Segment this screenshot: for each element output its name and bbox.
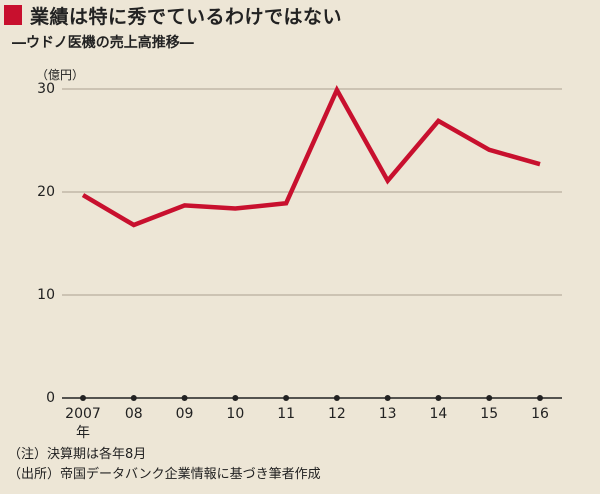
x-tick-label-09: 09 [176, 406, 194, 422]
x-tick-label-16: 16 [531, 406, 549, 422]
x-tick-dot-15 [486, 395, 493, 401]
y-tick-label-10: 10 [37, 287, 55, 303]
x-tick-dot-16 [537, 395, 543, 401]
note-fiscal-year: （注）決算期は各年8月 [8, 447, 147, 462]
x-tick-label-10: 10 [226, 406, 244, 422]
x-tick-dot-12 [333, 395, 340, 401]
x-tick-dot-11 [283, 395, 290, 401]
note-source: （出所）帝国データバンク企業情報に基づき筆者作成 [8, 467, 321, 482]
x-tick-dot-09 [181, 395, 188, 401]
x-tick-label-12: 12 [328, 406, 346, 422]
title-marker [4, 5, 22, 25]
x-tick-label-14: 14 [430, 406, 448, 422]
y-axis-unit: （億円） [36, 68, 85, 82]
chart-subtitle: ―ウドノ医機の売上高推移― [12, 35, 194, 51]
y-tick-label-20: 20 [37, 184, 55, 200]
x-tick-label-11: 11 [277, 406, 295, 422]
series-line-0 [81, 84, 541, 228]
footnotes: （注）決算期は各年8月 （出所）帝国データバンク企業情報に基づき筆者作成 [8, 445, 321, 485]
y-tick-label-30: 30 [37, 81, 55, 97]
x-tick-dot-13 [384, 395, 391, 401]
y-tick-label-0: 0 [46, 390, 55, 406]
x-tick-label-2007: 2007 [65, 406, 101, 422]
x-tick-label-13: 13 [379, 406, 397, 422]
chart-title: 業績は特に秀でているわけではない [30, 5, 343, 28]
title-row: 業績は特に秀でているわけではない [0, 4, 343, 28]
x-tick-dot-14 [435, 395, 442, 401]
x-tick-dot-08 [130, 395, 137, 401]
x-tick-dot-10 [232, 395, 239, 401]
x-tick-dot-2007 [80, 395, 86, 401]
x-tick-label-15: 15 [480, 406, 498, 422]
x-tick-suffix: 年 [76, 425, 90, 441]
x-tick-label-08: 08 [125, 406, 143, 422]
